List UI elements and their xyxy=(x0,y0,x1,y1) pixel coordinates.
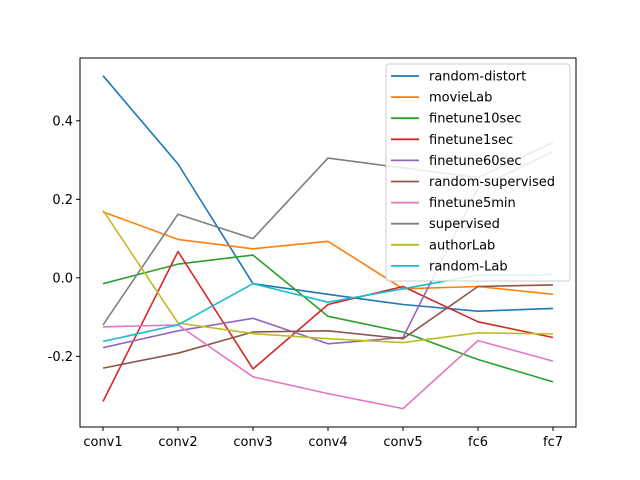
series-line-random-distort xyxy=(102,75,554,313)
y-axis: -0.2 0.0 0.2 0.4 xyxy=(48,114,80,365)
legend-label-finetune1sec: finetune1sec xyxy=(429,133,513,148)
x-tick-label: conv5 xyxy=(383,435,422,450)
series-line-finetune10sec xyxy=(102,254,554,383)
y-tick-label: 0.4 xyxy=(52,114,73,129)
series-line-random-supervised xyxy=(102,284,554,369)
x-tick-label: fc7 xyxy=(543,435,563,450)
x-tick-label: conv4 xyxy=(308,435,347,450)
y-tick-label: -0.2 xyxy=(48,350,73,365)
x-tick-label: conv3 xyxy=(233,435,272,450)
legend-label-finetune5min: finetune5min xyxy=(429,196,516,211)
legend-label-authorLab: authorLab xyxy=(429,238,495,253)
legend-label-random-supervised: random-supervised xyxy=(429,175,555,190)
y-tick-label: 0.2 xyxy=(52,193,73,208)
legend-label-finetune60sec: finetune60sec xyxy=(429,154,521,169)
legend-label-movieLab: movieLab xyxy=(429,91,492,106)
x-tick-label: conv2 xyxy=(158,435,197,450)
x-tick-label: fc6 xyxy=(468,435,488,450)
series-line-authorLab xyxy=(102,209,554,344)
legend-label-random-Lab: random-Lab xyxy=(429,259,508,274)
legend-label-random-distort: random-distort xyxy=(429,70,526,85)
series-line-finetune5min xyxy=(102,324,554,410)
legend: random-distort movieLab finetune10sec finet… xyxy=(385,63,571,282)
y-tick-label: 0.0 xyxy=(52,271,73,286)
x-tick-label: conv1 xyxy=(83,435,122,450)
x-axis: conv1 conv2 conv3 conv4 conv5 fc6 fc7 xyxy=(83,427,563,450)
legend-label-finetune10sec: finetune10sec xyxy=(429,112,521,127)
legend-box xyxy=(385,63,571,282)
legend-label-supervised: supervised xyxy=(429,217,500,232)
series-line-finetune1sec xyxy=(102,250,554,402)
